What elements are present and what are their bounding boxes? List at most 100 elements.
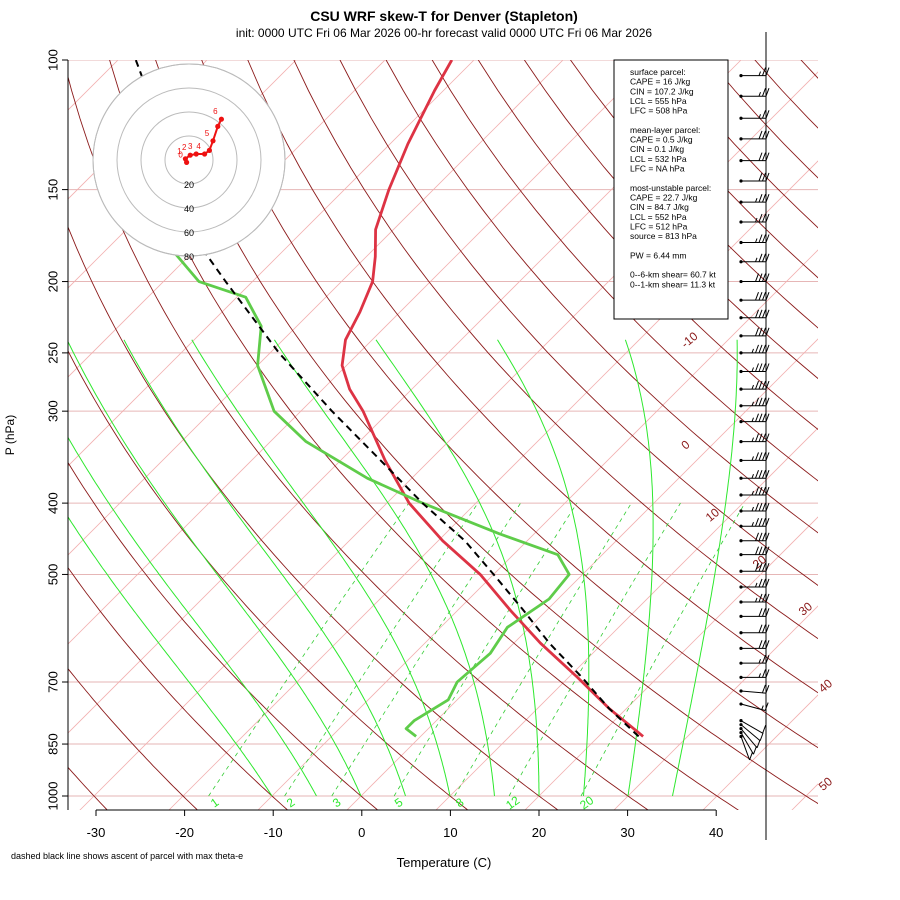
wind-barb-feather bbox=[755, 502, 759, 512]
wind-barb-feather bbox=[758, 380, 763, 390]
wind-barb-feather bbox=[758, 152, 763, 161]
wind-barb-feather bbox=[758, 486, 763, 496]
wind-barb-half bbox=[751, 367, 754, 372]
temperature-tick-label: 40 bbox=[709, 825, 723, 840]
wind-barb-feather bbox=[765, 152, 770, 161]
wind-barb-feather bbox=[755, 363, 759, 372]
wind-barb-base bbox=[739, 702, 743, 706]
wind-barb-base bbox=[739, 476, 743, 480]
moist-adiabat bbox=[123, 339, 406, 797]
temperature-tick-label: 20 bbox=[532, 825, 546, 840]
stats-line: PW = 6.44 mm bbox=[630, 250, 686, 260]
stats-line: LCL = 552 hPa bbox=[630, 212, 687, 222]
wind-barb-feather bbox=[762, 532, 766, 541]
wind-barb bbox=[739, 684, 770, 694]
wind-barb-feather bbox=[755, 380, 759, 390]
wind-barb-feather bbox=[765, 518, 770, 527]
wind-barb-feather bbox=[758, 502, 763, 512]
dry-adiabat bbox=[68, 349, 469, 810]
wind-barb-feather bbox=[755, 563, 759, 572]
stats-line: CIN = 107.2 J/kg bbox=[630, 86, 694, 96]
isotherm-line bbox=[346, 338, 818, 810]
wind-barb-feather bbox=[755, 413, 759, 422]
wind-barb bbox=[739, 130, 770, 141]
wind-barb-half bbox=[755, 257, 758, 262]
wind-barb-feather bbox=[753, 746, 757, 755]
wind-barb-base bbox=[739, 569, 743, 573]
wind-barb-half bbox=[751, 437, 754, 442]
hodograph-point-label: 3 bbox=[188, 142, 193, 151]
wind-barb-feather bbox=[759, 732, 764, 741]
wind-barb-base bbox=[739, 585, 743, 589]
temperature-tick-label: 10 bbox=[443, 825, 457, 840]
wind-barb-feather bbox=[765, 273, 770, 282]
wind-barb-feather bbox=[758, 273, 763, 282]
dry-adiabat bbox=[109, 60, 739, 810]
dry-adiabat bbox=[385, 60, 818, 534]
wind-barb-half bbox=[751, 384, 754, 390]
wind-barb-base bbox=[739, 240, 743, 245]
wind-barb-half bbox=[758, 659, 761, 664]
wind-barb-base bbox=[739, 316, 743, 320]
wind-barb-base bbox=[739, 539, 743, 543]
wind-barb-feather bbox=[758, 593, 763, 603]
temperature-tick-label: 0 bbox=[358, 825, 365, 840]
wind-barb-half bbox=[758, 673, 761, 678]
wind-barb-feather bbox=[762, 363, 766, 372]
wind-barb-feather bbox=[762, 578, 766, 588]
wind-barb-base bbox=[739, 351, 743, 355]
mixing-ratio-line bbox=[454, 502, 632, 797]
wind-barb bbox=[739, 363, 770, 374]
wind-barb-feather bbox=[758, 470, 763, 479]
wind-barb bbox=[739, 292, 770, 302]
wind-barb-feather bbox=[765, 608, 770, 617]
wind-barb-base bbox=[739, 646, 743, 650]
wind-barb-feather bbox=[762, 593, 766, 603]
isotherm-line bbox=[68, 60, 653, 645]
dewpoint-profile bbox=[169, 210, 571, 738]
wind-barb-feather bbox=[758, 213, 763, 223]
wind-barb bbox=[739, 253, 770, 264]
wind-barb-feather bbox=[758, 309, 763, 318]
wind-barb-base bbox=[739, 279, 743, 284]
wind-barb-base bbox=[739, 509, 743, 513]
wind-barb-feather bbox=[765, 624, 770, 633]
wind-barb-feather bbox=[762, 344, 766, 354]
wind-barb-base bbox=[739, 553, 743, 557]
wind-barb-feather bbox=[762, 669, 766, 678]
wind-barb-base bbox=[739, 159, 743, 163]
pressure-tick-label: 100 bbox=[45, 49, 60, 71]
stats-line: surface parcel: bbox=[630, 67, 686, 77]
mixing-ratio-line bbox=[508, 502, 681, 797]
dry-adiabat bbox=[68, 225, 559, 810]
moist-adiabat bbox=[68, 340, 362, 797]
wind-barb-base bbox=[739, 727, 743, 731]
wind-barb-half bbox=[751, 490, 754, 496]
wind-barb-base bbox=[739, 734, 743, 739]
wind-barb bbox=[739, 380, 770, 391]
wind-barb-feather bbox=[762, 640, 766, 649]
wind-barb-base bbox=[739, 94, 743, 98]
wind-barb-feather bbox=[762, 502, 766, 512]
stats-line: CAPE = 16 J/kg bbox=[630, 77, 691, 87]
wind-barb bbox=[739, 518, 770, 528]
wind-barb bbox=[739, 593, 770, 604]
temperature-tick-label: 30 bbox=[620, 825, 634, 840]
wind-barb bbox=[739, 502, 770, 513]
wind-barb-half bbox=[758, 114, 761, 119]
wind-barb-base bbox=[739, 730, 743, 735]
wind-barb bbox=[739, 702, 769, 711]
wind-barb-feather bbox=[758, 172, 763, 182]
wind-barb-base bbox=[739, 73, 743, 78]
wind-barb-half bbox=[755, 597, 758, 603]
wind-barb-feather bbox=[765, 234, 770, 243]
hodograph-point bbox=[182, 156, 188, 162]
hodograph-point bbox=[187, 152, 193, 158]
wind-barb-half bbox=[755, 582, 758, 588]
wind-barb-feather bbox=[758, 578, 763, 588]
wind-barb-feather bbox=[765, 470, 770, 479]
moist-adiabat bbox=[497, 339, 590, 797]
wind-barb-feather bbox=[765, 253, 770, 262]
